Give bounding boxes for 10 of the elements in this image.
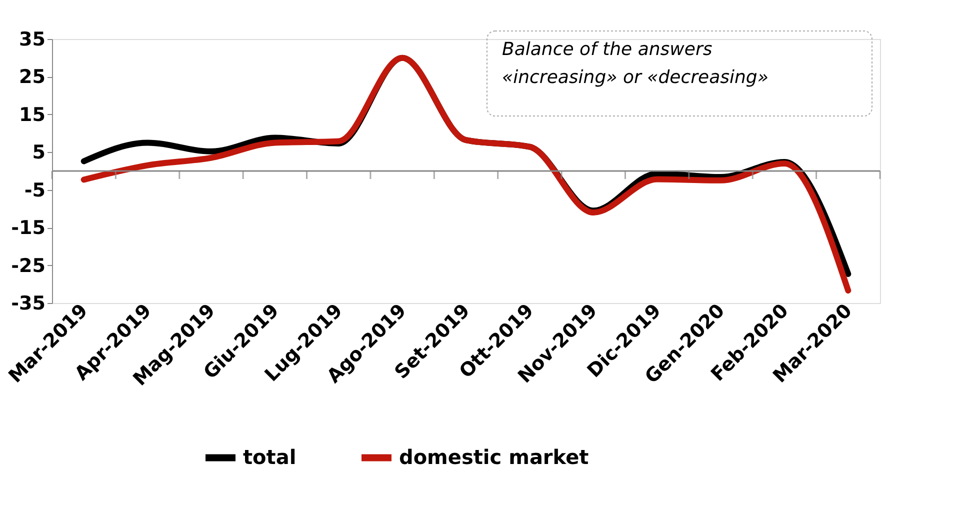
y-tick-label: 25 [19, 66, 46, 88]
legend-label: total [243, 444, 296, 469]
legend-label: domestic market [399, 444, 590, 469]
y-tick-label: 5 [32, 142, 46, 164]
y-tick-label: -15 [11, 217, 46, 240]
y-tick-label: -25 [11, 254, 46, 277]
annotation: Balance of the answers «increasing» or «decreasing» [502, 39, 768, 88]
y-tick-label: -5 [24, 179, 46, 202]
y-tick-label: 15 [19, 104, 46, 126]
y-tick-label: 35 [19, 28, 46, 50]
